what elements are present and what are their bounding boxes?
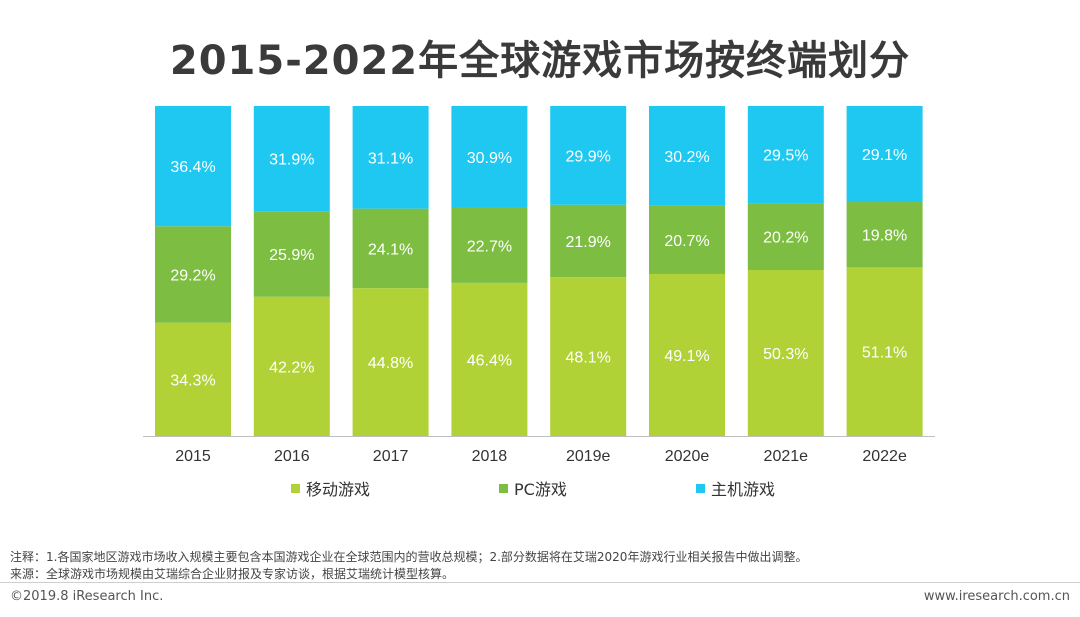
data-label-2020e-1: 20.7% <box>664 233 709 250</box>
data-label-2021e-0: 50.3% <box>763 346 808 363</box>
x-tick-label-2022e: 2022e <box>862 448 907 465</box>
data-label-2020e-2: 30.2% <box>664 149 709 166</box>
source-text: 来源：全球游戏市场规模由艾瑞综合企业财报及专家访谈，根据艾瑞统计模型核算。 <box>10 567 455 581</box>
bar-segment-2019e-2 <box>550 106 627 205</box>
data-label-2016-0: 42.2% <box>269 359 314 376</box>
x-tick-label-2016: 2016 <box>274 448 310 465</box>
bar-segment-2017-1 <box>352 208 429 289</box>
legend-label: PC游戏 <box>514 480 567 499</box>
bar-segment-2017-2 <box>352 106 429 209</box>
legend-label: 主机游戏 <box>711 480 776 499</box>
data-label-2017-1: 24.1% <box>368 241 413 258</box>
data-label-2018-2: 30.9% <box>467 150 512 167</box>
bar-segment-2018-2 <box>451 106 528 208</box>
bar-segment-2016-2 <box>253 106 330 212</box>
data-label-2022e-2: 29.1% <box>862 147 907 164</box>
data-label-2019e-0: 48.1% <box>566 350 611 367</box>
x-tick-label-2021e: 2021e <box>764 448 809 465</box>
bar-segment-2018-1 <box>451 207 528 283</box>
stacked-bar-chart: 34.3% 29.2% 36.4% 2015 42.2% 25.9% 31.9% 2016 44… <box>143 106 935 465</box>
bar-segment-2020e-2 <box>649 106 725 206</box>
data-label-2015-0: 34.3% <box>170 372 215 389</box>
data-label-2019e-1: 21.9% <box>566 234 611 251</box>
bar-segment-2019e-1 <box>550 204 627 278</box>
data-label-2015-2: 36.4% <box>170 159 215 176</box>
bar-segment-2021e-0 <box>747 270 824 436</box>
bar-segment-2015-1 <box>155 226 231 323</box>
data-label-2018-0: 46.4% <box>467 352 512 369</box>
data-label-2016-2: 31.9% <box>269 152 314 169</box>
copyright-text: ©2019.8 iResearch Inc. <box>10 589 164 604</box>
bar-segment-2019e-0 <box>550 277 627 436</box>
data-label-2019e-2: 29.9% <box>566 148 611 165</box>
legend-swatch <box>696 483 705 493</box>
legend-swatch <box>291 483 300 493</box>
bar-segment-2015-0 <box>155 322 231 436</box>
bar-segment-2017-0 <box>352 288 429 436</box>
bar-segment-2016-0 <box>253 296 330 436</box>
bar-segment-2020e-1 <box>649 205 725 274</box>
data-label-2020e-0: 49.1% <box>664 348 709 365</box>
data-label-2022e-0: 51.1% <box>862 345 907 362</box>
bar-segment-2016-1 <box>253 211 330 297</box>
bar-segment-2015-2 <box>155 106 231 227</box>
x-tick-label-2020e: 2020e <box>665 448 710 465</box>
legend-item-1: PC游戏 <box>499 476 567 500</box>
bar-segment-2020e-0 <box>649 273 725 436</box>
data-label-2018-1: 22.7% <box>467 238 512 255</box>
legend-item-2: 主机游戏 <box>696 476 775 500</box>
x-tick-label-2018: 2018 <box>472 448 508 465</box>
legend-label: 移动游戏 <box>306 480 371 499</box>
x-tick-label-2019e: 2019e <box>566 448 611 465</box>
data-label-2021e-1: 20.2% <box>763 230 808 247</box>
x-tick-label-2015: 2015 <box>175 448 211 465</box>
bar-segment-2018-0 <box>451 282 528 436</box>
data-label-2016-1: 25.9% <box>269 247 314 264</box>
bar-segment-2021e-1 <box>747 203 824 271</box>
legend-item-0: 移动游戏 <box>291 476 370 500</box>
footer-divider <box>0 582 1080 583</box>
bar-segment-2022e-1 <box>846 202 923 268</box>
bar-segment-2022e-0 <box>846 267 923 436</box>
data-label-2017-2: 31.1% <box>368 150 413 167</box>
bar-segment-2022e-2 <box>846 106 923 203</box>
data-label-2017-0: 44.8% <box>368 355 413 372</box>
data-label-2021e-2: 29.5% <box>763 148 808 165</box>
x-tick-label-2017: 2017 <box>373 448 409 465</box>
legend-swatch <box>499 483 508 493</box>
bar-segment-2021e-2 <box>747 106 824 204</box>
data-label-2015-1: 29.2% <box>170 267 215 284</box>
chart-title: 2015-2022年全球游戏市场按终端划分 <box>169 38 911 84</box>
data-label-2022e-1: 19.8% <box>862 228 907 245</box>
note-text: 注释：1.各国家地区游戏市场收入规模主要包含本国游戏企业在全球范围内的营收总规模… <box>10 550 808 564</box>
chart-legend: 移动游戏 PC游戏 主机游戏 <box>0 476 1080 499</box>
website-text: www.iresearch.com.cn <box>923 589 1070 604</box>
